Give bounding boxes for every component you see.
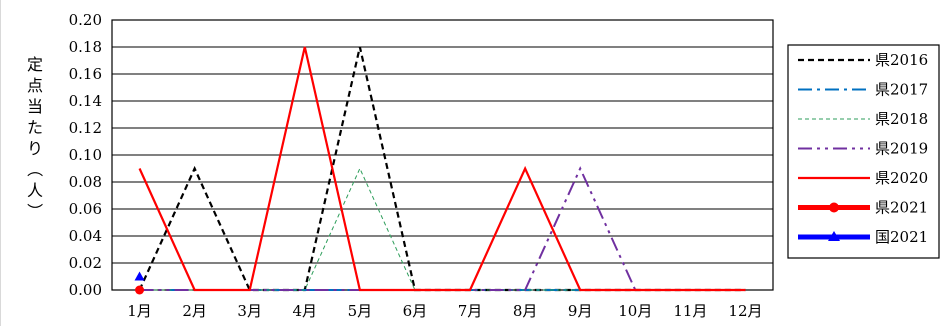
y-axis-label-char: 点 — [27, 76, 43, 95]
legend-marker — [829, 202, 839, 213]
y-axis-label-char: （ — [25, 161, 44, 177]
y-tick-label: 0.16 — [69, 65, 102, 83]
x-tick-label: 4月 — [293, 302, 318, 320]
series-line — [139, 167, 746, 291]
data-point — [134, 271, 145, 281]
legend-marker — [828, 231, 840, 241]
legend-label: 国2021 — [875, 228, 928, 246]
y-axis-label-char: 当 — [27, 97, 43, 116]
data-point — [135, 285, 145, 295]
x-tick-label: 5月 — [348, 302, 373, 320]
x-tick-label: 8月 — [513, 302, 538, 320]
y-tick-label: 0.02 — [69, 254, 102, 272]
series-layer — [134, 46, 746, 295]
x-tick-label: 11月 — [673, 302, 707, 320]
y-axis-label-char: た — [27, 118, 43, 137]
y-axis-label-char: ） — [25, 203, 44, 219]
legend-label: 県2020 — [875, 169, 928, 187]
y-tick-label: 0.06 — [69, 200, 102, 218]
x-tick-label: 10月 — [618, 302, 652, 320]
legend-label: 県2019 — [875, 140, 928, 158]
y-tick-label: 0.20 — [69, 11, 102, 29]
x-tick-label: 6月 — [403, 302, 428, 320]
x-tick-label: 9月 — [568, 302, 593, 320]
grid-layer — [111, 19, 774, 291]
legend-label: 県2017 — [875, 81, 928, 99]
y-tick-label: 0.04 — [69, 227, 102, 245]
y-tick-label: 0.00 — [69, 281, 102, 299]
x-axis-ticks: 1月 2月 3月 4月 5月 6月 7月 8月 9月 10月 11月 12月 — [127, 302, 762, 320]
legend: 県2016 県2017 県2018 県2019 県2020 県2021 国2021 — [787, 44, 940, 259]
y-tick-label: 0.08 — [69, 173, 102, 191]
x-tick-label: 3月 — [237, 302, 262, 320]
legend-box — [787, 44, 940, 259]
y-axis-ticks: 0.00 0.02 0.04 0.06 0.08 0.10 0.12 0.14 0.16 0.18… — [69, 11, 102, 299]
y-tick-label: 0.18 — [69, 38, 102, 56]
series-line — [138, 46, 746, 292]
x-tick-label: 7月 — [458, 302, 483, 320]
legend-label: 県2016 — [875, 51, 928, 69]
x-tick-label: 2月 — [182, 302, 207, 320]
y-axis-label-char: 人 — [27, 181, 43, 200]
y-axis-label-char: 定 — [27, 55, 43, 74]
x-tick-label: 12月 — [728, 302, 762, 320]
x-tick-label: 1月 — [127, 302, 152, 320]
legend-label: 県2021 — [875, 199, 928, 217]
y-tick-label: 0.10 — [69, 146, 102, 164]
y-axis-label-char: り — [27, 139, 43, 158]
y-tick-label: 0.12 — [69, 119, 102, 137]
legend-label: 県2018 — [875, 110, 928, 128]
series-line — [139, 166, 746, 291]
y-tick-label: 0.14 — [69, 92, 102, 110]
series-line — [138, 46, 746, 292]
